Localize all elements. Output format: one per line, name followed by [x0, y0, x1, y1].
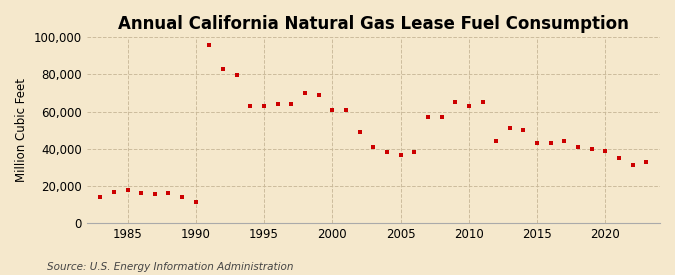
Point [641, 160, 652, 164]
Point [204, 43, 215, 47]
Point [149, 192, 160, 196]
Point [477, 100, 488, 104]
Point [232, 73, 242, 78]
Point [286, 102, 297, 106]
Point [450, 100, 460, 104]
Point [163, 191, 174, 196]
Point [587, 147, 597, 151]
Point [300, 91, 310, 95]
Point [464, 104, 475, 108]
Point [614, 156, 624, 160]
Point [491, 139, 502, 144]
Point [354, 130, 365, 134]
Point [341, 108, 352, 112]
Point [600, 148, 611, 153]
Point [327, 108, 338, 112]
Point [545, 141, 556, 145]
Point [395, 153, 406, 157]
Point [190, 200, 201, 205]
Y-axis label: Million Cubic Feet: Million Cubic Feet [15, 78, 28, 182]
Title: Annual California Natural Gas Lease Fuel Consumption: Annual California Natural Gas Lease Fuel… [118, 15, 628, 33]
Point [627, 163, 638, 167]
Point [572, 145, 583, 149]
Point [409, 150, 420, 155]
Point [245, 104, 256, 108]
Point [368, 145, 379, 149]
Point [259, 104, 269, 108]
Point [95, 195, 105, 199]
Point [532, 141, 543, 145]
Point [423, 115, 433, 119]
Point [122, 188, 133, 192]
Point [504, 126, 515, 130]
Point [136, 191, 146, 196]
Point [109, 190, 119, 194]
Point [217, 67, 228, 71]
Point [518, 128, 529, 132]
Point [313, 93, 324, 97]
Point [177, 195, 188, 199]
Point [559, 139, 570, 144]
Point [272, 102, 283, 106]
Point [436, 115, 447, 119]
Text: Source: U.S. Energy Information Administration: Source: U.S. Energy Information Administ… [47, 262, 294, 272]
Point [381, 150, 392, 155]
